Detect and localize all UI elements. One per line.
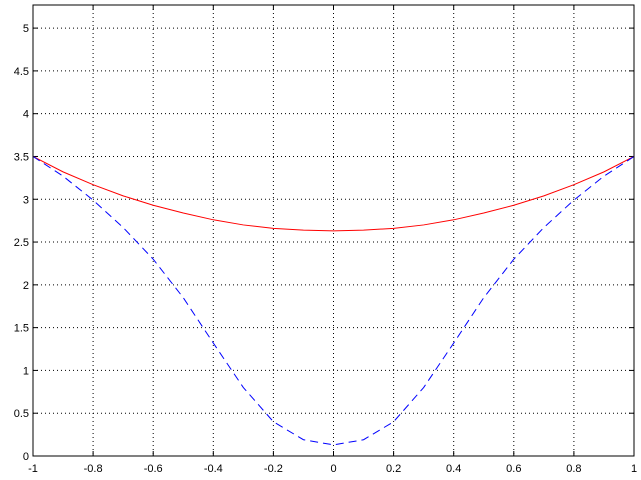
x-tick-label: -0.2 bbox=[264, 463, 283, 475]
x-tick-label: 0.4 bbox=[446, 463, 461, 475]
x-tick-label: -0.8 bbox=[84, 463, 103, 475]
y-tick-label: 4.5 bbox=[14, 66, 29, 78]
x-tick-label: 0.8 bbox=[566, 463, 581, 475]
axes-box bbox=[32, 4, 635, 457]
y-tick-label: 3.5 bbox=[14, 151, 29, 163]
y-tick-label: 0.5 bbox=[14, 408, 29, 420]
x-tick-label: -0.6 bbox=[144, 463, 163, 475]
y-tick-label: 1 bbox=[23, 365, 29, 377]
x-tick-label: 0 bbox=[330, 463, 336, 475]
y-tick-label: 2 bbox=[23, 280, 29, 292]
x-tick-label: 0.6 bbox=[506, 463, 521, 475]
y-tick-label: 2.5 bbox=[14, 237, 29, 249]
y-tick-label: 1.5 bbox=[14, 323, 29, 335]
y-tick-label: 3 bbox=[23, 194, 29, 206]
x-tick-label: 0.2 bbox=[386, 463, 401, 475]
y-tick-label: 4 bbox=[23, 109, 29, 121]
data-line bbox=[32, 156, 635, 232]
x-tick-label: -1 bbox=[28, 463, 38, 475]
x-tick-label: 1 bbox=[631, 463, 637, 475]
y-tick-label: 5 bbox=[23, 23, 29, 35]
x-tick-label: -0.4 bbox=[204, 463, 223, 475]
y-tick-label: 0 bbox=[23, 451, 29, 463]
